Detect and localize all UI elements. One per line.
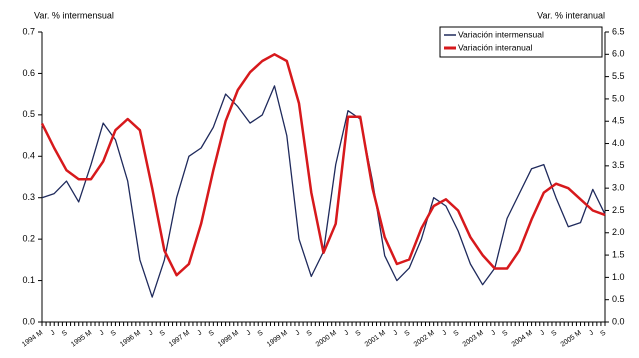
x-tick-label: 1999 M <box>266 329 289 348</box>
x-tick-label: 1995 M <box>70 329 93 348</box>
x-tick-label: J <box>392 329 399 337</box>
x-tick-label: S <box>208 329 216 338</box>
line-series <box>40 53 606 277</box>
y2-tick-label: 5.5 <box>612 71 625 81</box>
y2-tick-label: 3.5 <box>612 160 625 170</box>
x-tick-label: 1997 M <box>168 329 191 348</box>
x-tick-label: J <box>441 329 448 337</box>
y2-tick-label: 1.0 <box>612 272 625 282</box>
x-tick-label: 1994 M <box>21 329 44 348</box>
x-tick-label: 2003 M <box>462 329 485 348</box>
y-tick-label: 0.3 <box>22 192 35 202</box>
x-tick-label: S <box>404 329 412 338</box>
y-tick-label: 0.2 <box>22 234 35 244</box>
y2-tick-label: 0.5 <box>612 294 625 304</box>
y2-axis-label: Var. % interanual <box>537 10 605 20</box>
y-axis-label: Var. % intermensual <box>34 10 114 20</box>
y-tick-label: 0.5 <box>22 109 35 119</box>
x-tick-label: S <box>501 329 509 338</box>
x-tick-label: J <box>99 329 106 337</box>
x-tick-label: J <box>147 329 154 337</box>
x-tick-label: S <box>159 329 167 338</box>
y-tick-label: 0.0 <box>22 316 35 326</box>
legend-label: Variación interanual <box>458 42 533 52</box>
x-tick-label: 2001 M <box>364 329 387 348</box>
x-tick-label: J <box>343 329 350 337</box>
y2-tick-label: 5.0 <box>612 93 625 103</box>
y2-tick-label: 2.5 <box>612 205 625 215</box>
y-tick-label: 0.4 <box>22 151 35 161</box>
legend-box <box>439 26 603 58</box>
y2-tick-label: 4.0 <box>612 138 625 148</box>
y2-tick-label: 6.0 <box>612 49 625 59</box>
x-tick-label: S <box>599 329 607 338</box>
y-tick-label: 0.1 <box>22 275 35 285</box>
x-tick-label: J <box>196 329 203 337</box>
x-tick-label: 2004 M <box>511 329 534 348</box>
x-tick-label: S <box>110 329 118 338</box>
y2-tick-label: 0.0 <box>612 316 625 326</box>
y2-tick-label: 1.5 <box>612 249 625 259</box>
x-tick-label: J <box>50 329 57 337</box>
x-tick-label: J <box>245 329 252 337</box>
x-tick-label: 2005 M <box>560 329 583 348</box>
legend-label: Variación intermensual <box>458 29 544 39</box>
y2-tick-label: 6.5 <box>612 26 625 36</box>
y-tick-label: 0.6 <box>22 68 35 78</box>
x-tick-label: 1998 M <box>217 329 240 348</box>
x-tick-label: J <box>490 329 497 337</box>
line-series <box>41 85 606 298</box>
x-tick-label: 2002 M <box>413 329 436 348</box>
y2-tick-label: 2.0 <box>612 227 625 237</box>
x-tick-label: J <box>294 329 301 337</box>
x-tick-label: S <box>550 329 558 338</box>
x-tick-label: J <box>539 329 546 337</box>
x-tick-label: 1996 M <box>119 329 142 348</box>
x-tick-label: S <box>452 329 460 338</box>
x-tick-label: J <box>588 329 595 337</box>
x-tick-label: S <box>257 329 265 338</box>
x-tick-label: 2000 M <box>315 329 338 348</box>
x-tick-label: S <box>306 329 314 338</box>
x-tick-label: S <box>355 329 363 338</box>
y2-tick-label: 3.0 <box>612 183 625 193</box>
y-tick-label: 0.7 <box>22 26 35 36</box>
y2-tick-label: 4.5 <box>612 116 625 126</box>
x-tick-label: S <box>61 329 69 338</box>
